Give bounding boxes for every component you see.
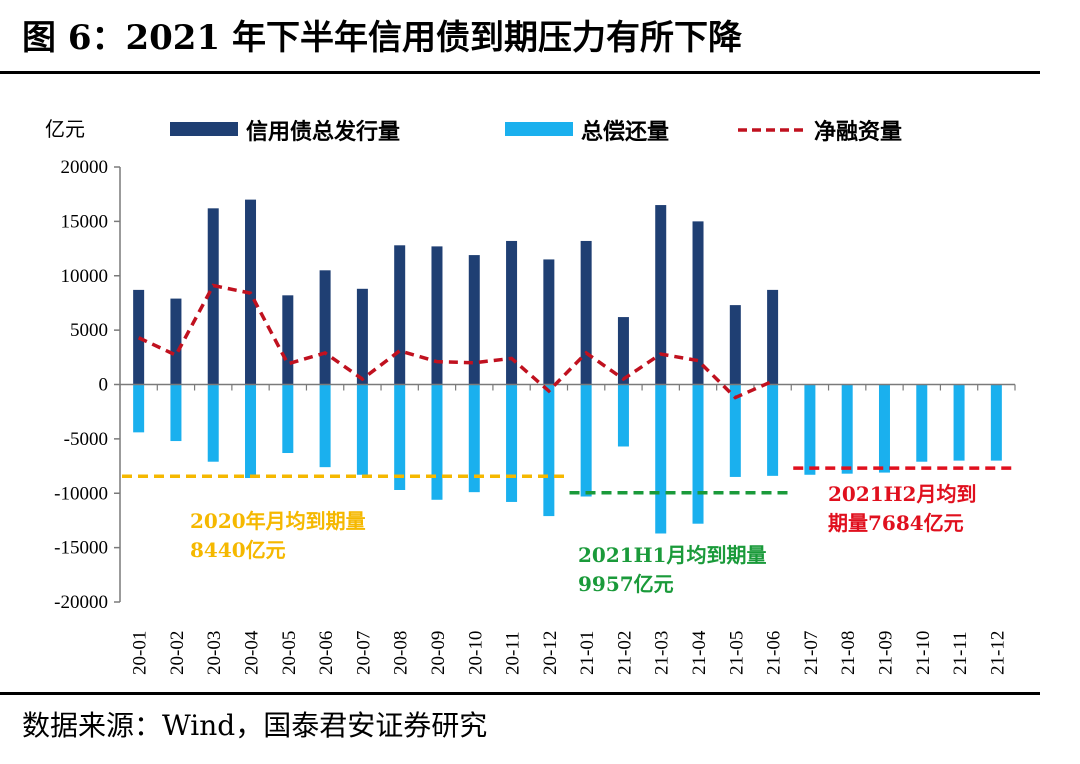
x-tick-label: 21-07 (801, 631, 822, 675)
x-tick-label: 21-03 (652, 631, 673, 675)
repay-bar (617, 384, 629, 447)
legend-label: 净融资量 (814, 119, 902, 145)
legend-label: 总偿还量 (581, 119, 669, 145)
net-financing-line (137, 283, 774, 400)
annotation-label: 期量7684亿元 (828, 511, 964, 535)
legend-label: 信用债总发行量 (246, 119, 400, 145)
repay-bar (767, 384, 779, 476)
y-tick-label: 20000 (61, 157, 109, 178)
repay-bar (878, 384, 890, 473)
y-tick-label: 0 (99, 375, 109, 396)
repay-bar (990, 384, 1002, 461)
annotation-label: 9957亿元 (578, 572, 674, 596)
repay-bar (245, 384, 257, 479)
x-tick-label: 20-08 (391, 631, 412, 675)
x-tick-label: 20-06 (316, 631, 337, 675)
x-tick-label: 21-08 (838, 631, 859, 675)
y-tick-label: 15000 (61, 211, 109, 232)
annotation-label: 2021H2月均到 (828, 482, 976, 506)
x-tick-label: 21-12 (987, 631, 1008, 675)
issue-bar (282, 295, 294, 385)
issue-bar (506, 240, 518, 385)
x-tick-label: 20-11 (503, 631, 524, 675)
repay-bar (580, 384, 592, 497)
x-tick-label: 20-03 (204, 631, 225, 675)
unit-label: 亿元 (45, 117, 85, 141)
annotation-label: 2020年月均到期量 (190, 509, 366, 533)
y-tick-label: -10000 (54, 483, 108, 504)
repay-bar (282, 384, 294, 454)
y-tick-label: -20000 (54, 592, 108, 613)
x-tick-label: 20-01 (130, 631, 151, 675)
x-tick-label: 21-06 (764, 631, 785, 675)
legend-swatch (505, 122, 573, 136)
legend: 信用债总发行量 总偿还量 净融资量 (170, 119, 902, 145)
repay-bar (133, 384, 145, 433)
repay-bar (319, 384, 331, 468)
x-tick-label: 20-04 (242, 630, 263, 675)
repay-bar (506, 384, 518, 502)
repay-bar (953, 384, 965, 461)
y-tick-label: 10000 (61, 266, 109, 287)
annotation-label: 8440亿元 (190, 538, 286, 562)
average-lines (122, 466, 1013, 495)
y-tick-label: 5000 (70, 320, 108, 341)
issue-bar (692, 221, 704, 385)
x-tick-label: 20-12 (540, 631, 561, 675)
issue-bar (729, 305, 741, 385)
issue-bar (543, 259, 555, 385)
repay-bar (170, 384, 182, 442)
issue-bar (468, 255, 480, 385)
source-divider (0, 692, 1040, 695)
issue-bar (580, 240, 592, 385)
source-note: 数据来源：Wind，国泰君安证券研究 (22, 709, 488, 742)
repay-bar (841, 384, 853, 474)
repay-bar (729, 384, 741, 477)
repay-bar (543, 384, 555, 517)
repay-bar (394, 384, 406, 490)
x-tick-label: 21-11 (950, 631, 971, 675)
x-tick-label: 20-10 (465, 631, 486, 675)
chart-title: 图 6：2021 年下半年信用债到期压力有所下降 (22, 18, 742, 58)
repay-bar (468, 384, 480, 493)
issue-bar (617, 317, 629, 385)
x-tick-label: 21-10 (913, 631, 934, 675)
x-tick-label: 21-05 (726, 631, 747, 675)
issue-bar (170, 298, 182, 385)
axes: 20000 15000 10000 5000 0 -5000 -10000 -15000 -20… (54, 157, 1016, 675)
x-tick-label: 21-09 (875, 631, 896, 675)
annotation-label: 2021H1月均到期量 (578, 543, 766, 567)
title-divider (0, 71, 1040, 74)
issue-bar (655, 205, 667, 385)
x-tick-label: 21-02 (614, 631, 635, 675)
issue-bar (356, 288, 368, 385)
issue-bar (767, 289, 779, 385)
net-line-path (137, 283, 774, 400)
issue-bar (431, 246, 443, 385)
annotations: 2020年月均到期量 8440亿元 2021H1月均到期量 9957亿元 2021H2月… (190, 482, 976, 596)
issue-bar (133, 289, 145, 385)
x-tick-label: 21-01 (577, 631, 598, 675)
repay-bar (692, 384, 704, 524)
y-tick-label: -15000 (54, 538, 108, 559)
repay-bars (133, 384, 1002, 534)
y-tick-label: -5000 (64, 429, 108, 450)
x-tick-label: 20-09 (428, 631, 449, 675)
issue-bar (394, 245, 406, 385)
repay-bar (431, 384, 443, 500)
issue-bar (319, 270, 331, 385)
repay-bar (655, 384, 667, 534)
x-tick-label: 20-05 (279, 631, 300, 675)
legend-swatch (170, 122, 238, 136)
x-tick-label: 20-07 (353, 631, 374, 675)
repay-bar (804, 384, 816, 475)
repay-bar (916, 384, 928, 462)
repay-bar (207, 384, 219, 462)
x-tick-label: 21-04 (689, 630, 710, 675)
repay-bar (356, 384, 368, 475)
issue-bar (207, 208, 219, 385)
x-tick-label: 20-02 (167, 631, 188, 675)
